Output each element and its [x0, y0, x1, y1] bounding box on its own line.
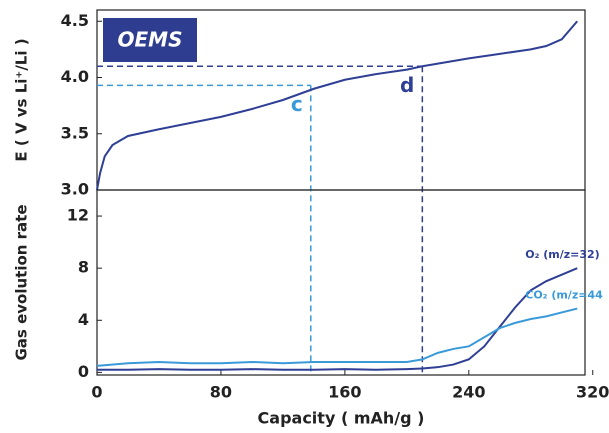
y-axis-label: Gas evolution rate [13, 204, 31, 360]
y-tick-label: 8 [78, 258, 89, 277]
series-line [97, 267, 578, 371]
series-label: CO₂ (m/z=44 [525, 289, 603, 302]
series-line [96, 307, 578, 367]
y-tick-label: 4.0 [61, 67, 89, 86]
series-label: O₂ (m/z=32) [525, 248, 599, 261]
y-axis-label: E ( V vs Li⁺/Li ) [13, 38, 31, 161]
y-tick-label: 3.5 [61, 123, 89, 142]
x-tick-label: 240 [452, 383, 485, 402]
x-tick-label: 0 [91, 383, 102, 402]
y-tick-label: 4 [78, 310, 89, 329]
voltage-curve [96, 20, 579, 191]
annotation-label: d [400, 73, 414, 97]
y-tick-label: 12 [67, 206, 89, 225]
annotation-label: c [291, 92, 303, 116]
badge-text: OEMS [118, 28, 183, 52]
x-tick-label: 160 [328, 383, 361, 402]
x-axis-label: Capacity ( mAh/g ) [258, 409, 425, 428]
x-tick-label: 80 [210, 383, 232, 402]
y-tick-label: 4.5 [61, 11, 89, 30]
badge-box [103, 18, 197, 62]
x-tick-label: 320 [576, 383, 609, 402]
y-tick-label: 0 [78, 362, 89, 381]
plot-frame [96, 189, 586, 376]
y-tick-label: 3.0 [61, 180, 89, 199]
